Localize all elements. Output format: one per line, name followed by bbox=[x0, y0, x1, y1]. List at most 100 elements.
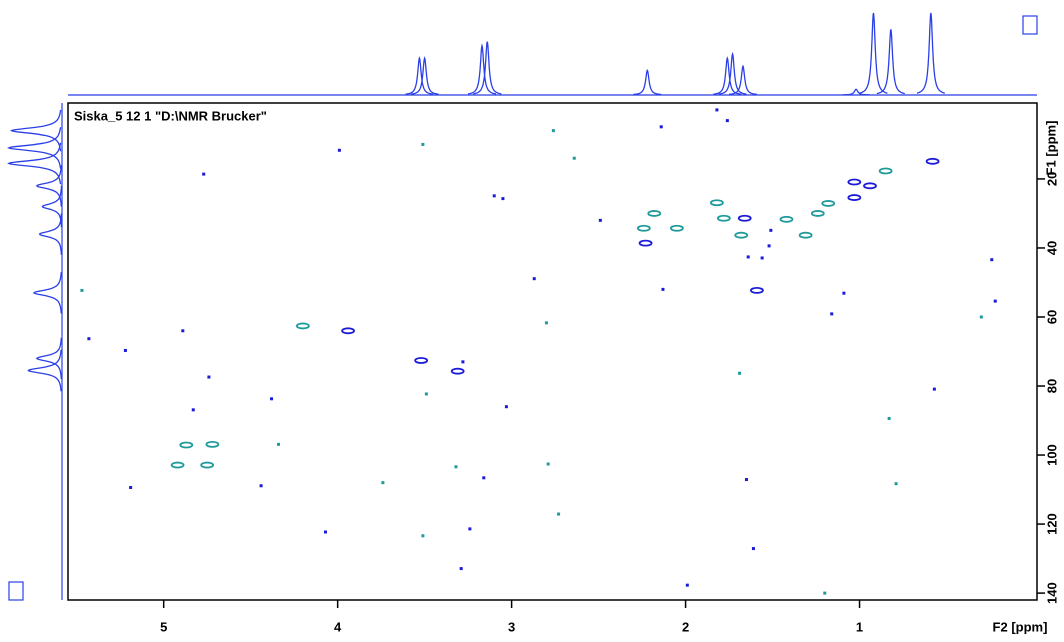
noise-peak bbox=[492, 194, 496, 198]
noise-peak bbox=[461, 360, 465, 364]
noise-peak bbox=[990, 258, 994, 262]
noise-peak bbox=[746, 255, 750, 259]
noise-peak bbox=[551, 129, 555, 133]
x-tick-label: 5 bbox=[160, 619, 167, 634]
projection-peak bbox=[718, 51, 747, 95]
x-tick-label: 2 bbox=[682, 619, 689, 634]
noise-peak bbox=[830, 312, 834, 316]
cross-peak bbox=[821, 200, 836, 207]
projection-peak bbox=[405, 56, 434, 95]
projection-peak bbox=[876, 29, 905, 95]
noise-peak bbox=[659, 125, 663, 129]
noise-peak bbox=[823, 591, 827, 595]
cross-peak bbox=[669, 224, 684, 232]
corner-box bbox=[1022, 15, 1038, 35]
cross-peak bbox=[798, 231, 813, 239]
cross-peak bbox=[925, 157, 940, 165]
noise-peak bbox=[207, 375, 211, 379]
x-tick-label: 1 bbox=[856, 619, 863, 634]
y-axis-label: F1 [ppm] bbox=[1043, 121, 1058, 176]
noise-peak bbox=[421, 534, 425, 538]
cross-peak bbox=[200, 461, 215, 469]
cross-peak bbox=[709, 199, 724, 207]
projection-peak bbox=[842, 88, 870, 96]
noise-peak bbox=[661, 287, 665, 291]
cross-peak bbox=[737, 214, 752, 222]
projection-peak bbox=[10, 109, 62, 152]
noise-peak bbox=[501, 197, 505, 201]
x-tick-label: 3 bbox=[508, 619, 515, 634]
cross-peak bbox=[341, 327, 355, 335]
cross-peak bbox=[647, 210, 662, 217]
noise-peak bbox=[725, 119, 729, 123]
y-tick-label: 20 bbox=[1044, 172, 1059, 186]
noise-peak bbox=[259, 484, 263, 488]
cross-peak bbox=[170, 461, 185, 469]
noise-peak bbox=[760, 256, 764, 260]
noise-peak bbox=[323, 530, 327, 534]
noise-peak bbox=[482, 476, 486, 480]
noise-peak bbox=[80, 288, 84, 292]
noise-peak bbox=[894, 482, 898, 486]
projection-peak bbox=[713, 56, 742, 95]
cross-peak bbox=[636, 224, 651, 232]
noise-peak bbox=[744, 478, 748, 482]
noise-peak bbox=[572, 156, 576, 160]
projection-peak bbox=[473, 41, 502, 95]
noise-peak bbox=[769, 228, 773, 232]
noise-peak bbox=[424, 392, 428, 396]
noise-peak bbox=[557, 512, 561, 516]
noise-peak bbox=[887, 416, 891, 420]
projection-peak bbox=[35, 165, 62, 207]
projection-peak bbox=[41, 185, 63, 228]
noise-peak bbox=[202, 172, 206, 176]
projection-peak bbox=[633, 68, 662, 96]
y-tick-label: 40 bbox=[1044, 241, 1059, 255]
noise-peak bbox=[544, 321, 548, 325]
noise-peak bbox=[421, 142, 425, 146]
y-tick-label: 100 bbox=[1044, 444, 1059, 466]
projection-peak bbox=[859, 12, 888, 94]
noise-peak bbox=[738, 371, 742, 375]
noise-peak bbox=[598, 218, 602, 222]
noise-peak bbox=[767, 244, 771, 248]
cross-peak bbox=[750, 287, 764, 294]
cross-peak bbox=[414, 357, 429, 364]
projection-peak bbox=[35, 337, 62, 380]
cross-peak bbox=[450, 367, 465, 375]
y-tick-label: 80 bbox=[1044, 379, 1059, 393]
cross-peak bbox=[205, 440, 220, 448]
noise-peak bbox=[685, 583, 689, 587]
noise-peak bbox=[715, 108, 719, 112]
noise-peak bbox=[87, 337, 91, 341]
noise-peak bbox=[454, 465, 458, 469]
cross-peak bbox=[878, 167, 893, 175]
projection-peak bbox=[468, 43, 496, 95]
noise-peak bbox=[459, 567, 463, 571]
noise-peak bbox=[277, 442, 281, 446]
projection-peak bbox=[32, 272, 62, 314]
noise-peak bbox=[468, 527, 472, 531]
noise-peak bbox=[993, 299, 997, 303]
projection-peak bbox=[7, 127, 62, 169]
noise-peak bbox=[546, 462, 550, 466]
noise-peak bbox=[532, 277, 536, 281]
noise-peak bbox=[191, 408, 195, 412]
projection-peak bbox=[916, 12, 945, 94]
noise-peak bbox=[751, 547, 755, 551]
plot-frame bbox=[67, 102, 1038, 601]
cross-peak bbox=[847, 194, 862, 201]
cross-peak bbox=[847, 178, 862, 186]
noise-peak bbox=[504, 405, 508, 409]
noise-peak bbox=[842, 291, 846, 295]
cross-peak bbox=[779, 215, 794, 223]
y-tick-label: 140 bbox=[1044, 582, 1059, 604]
noise-peak bbox=[979, 315, 983, 319]
corner-box bbox=[8, 581, 24, 601]
cross-peak bbox=[863, 182, 877, 190]
noise-peak bbox=[932, 387, 936, 391]
noise-peak bbox=[337, 148, 341, 152]
noise-peak bbox=[381, 481, 385, 485]
x-tick-label: 4 bbox=[334, 619, 342, 634]
